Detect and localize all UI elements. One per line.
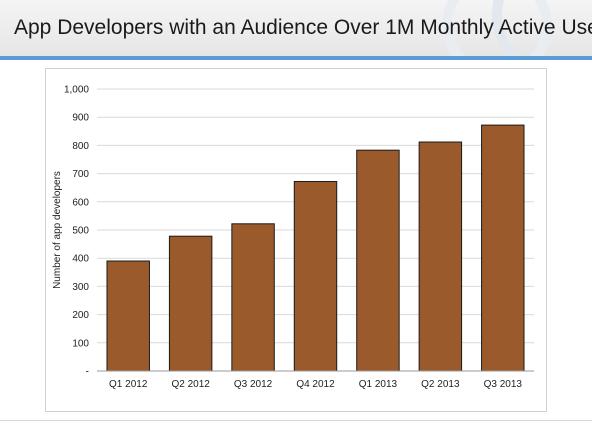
decorative-circle bbox=[492, 0, 592, 58]
x-tick-label: Q4 2012 bbox=[296, 379, 335, 390]
bar bbox=[231, 223, 275, 372]
x-axis-ticks: Q1 2012 Q2 2012 Q3 2012 Q4 2012 Q1 2013 Q2 20… bbox=[109, 379, 522, 390]
y-tick-label: 700 bbox=[72, 169, 89, 180]
y-tick-label: 400 bbox=[72, 254, 89, 265]
x-tick-label: Q1 2013 bbox=[359, 379, 398, 390]
bottom-divider bbox=[0, 420, 592, 421]
bar bbox=[106, 260, 150, 372]
title-bar: App Developers with an Audience Over 1M … bbox=[0, 0, 592, 58]
x-tick-label: Q3 2013 bbox=[484, 379, 523, 390]
x-tick-label: Q2 2013 bbox=[421, 379, 460, 390]
bar bbox=[356, 149, 400, 372]
y-tick-label: 1,000 bbox=[64, 85, 89, 96]
y-tick-label: - bbox=[86, 367, 89, 378]
x-tick-label: Q3 2012 bbox=[234, 379, 273, 390]
y-tick-label: 100 bbox=[72, 338, 89, 349]
x-tick-label: Q1 2012 bbox=[109, 379, 148, 390]
bar bbox=[293, 180, 338, 372]
bar bbox=[418, 141, 463, 372]
y-tick-label: 900 bbox=[72, 113, 89, 124]
bars bbox=[106, 124, 525, 372]
x-tick-label: Q2 2012 bbox=[171, 379, 210, 390]
y-tick-label: 500 bbox=[72, 226, 89, 237]
bar bbox=[481, 124, 525, 372]
y-tick-label: 800 bbox=[72, 141, 89, 152]
y-tick-label: 200 bbox=[72, 310, 89, 321]
title-underline bbox=[0, 56, 592, 60]
y-axis-label: Number of app developers bbox=[52, 171, 63, 289]
y-axis-ticks: - 100 200 300 400 500 600 700 800 900 1,000 bbox=[64, 85, 89, 378]
bar bbox=[168, 235, 213, 372]
y-tick-label: 300 bbox=[72, 282, 89, 293]
chart-frame: - 100 200 300 400 500 600 700 800 900 1,000 Q1 201… bbox=[45, 68, 547, 412]
bar-chart: - 100 200 300 400 500 600 700 800 900 1,000 Q1 201… bbox=[52, 85, 534, 390]
y-tick-label: 600 bbox=[72, 197, 89, 208]
slide-title: App Developers with an Audience Over 1M … bbox=[14, 16, 592, 39]
